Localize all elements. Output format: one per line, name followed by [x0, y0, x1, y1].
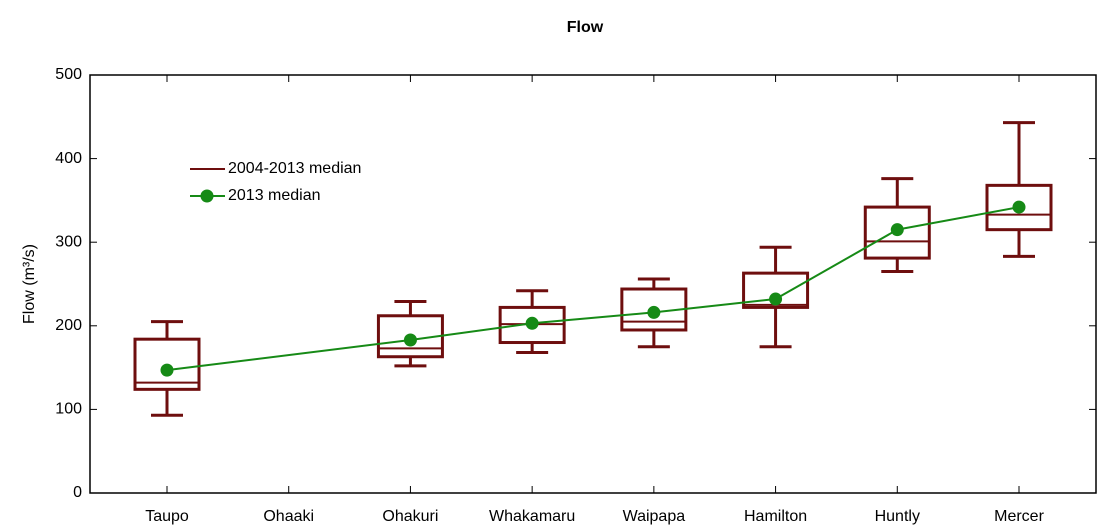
point [403, 333, 417, 347]
chart-title: Flow [567, 19, 604, 36]
line-segment [410, 322, 533, 342]
line-segment [897, 206, 1020, 231]
y-tick-label: 0 [73, 484, 82, 501]
x-tick-label: Whakamaru [489, 508, 575, 525]
point [647, 305, 661, 319]
y-tick-label: 300 [55, 233, 82, 250]
x-tick-label: Mercer [994, 508, 1044, 525]
line-segment [653, 298, 776, 314]
legend-label: 2004-2013 median [228, 160, 361, 177]
point [890, 223, 904, 237]
legend-swatch [200, 189, 214, 203]
line-segment [166, 339, 411, 372]
point [525, 316, 539, 330]
x-tick-label: Ohaaki [263, 508, 314, 525]
x-tick-label: Taupo [145, 508, 189, 525]
line-segment [775, 228, 898, 300]
x-tick-label: Waipapa [623, 508, 686, 525]
x-tick-label: Huntly [875, 508, 920, 525]
point [769, 292, 783, 306]
line-segment [532, 311, 654, 325]
y-axis-label: Flow (m³/s) [21, 244, 38, 324]
x-tick-label: Hamilton [744, 508, 807, 525]
box [133, 337, 201, 391]
box [742, 271, 810, 309]
plot-frame [89, 74, 1097, 494]
y-tick-label: 500 [55, 66, 82, 83]
y-tick-label: 200 [55, 317, 82, 334]
point [1012, 200, 1026, 214]
box [985, 183, 1053, 232]
box [863, 205, 931, 260]
y-tick-label: 400 [55, 150, 82, 167]
y-tick-label: 100 [55, 401, 82, 418]
point [160, 363, 174, 377]
legend-label: 2013 median [228, 187, 321, 204]
x-tick-label: Ohakuri [382, 508, 438, 525]
